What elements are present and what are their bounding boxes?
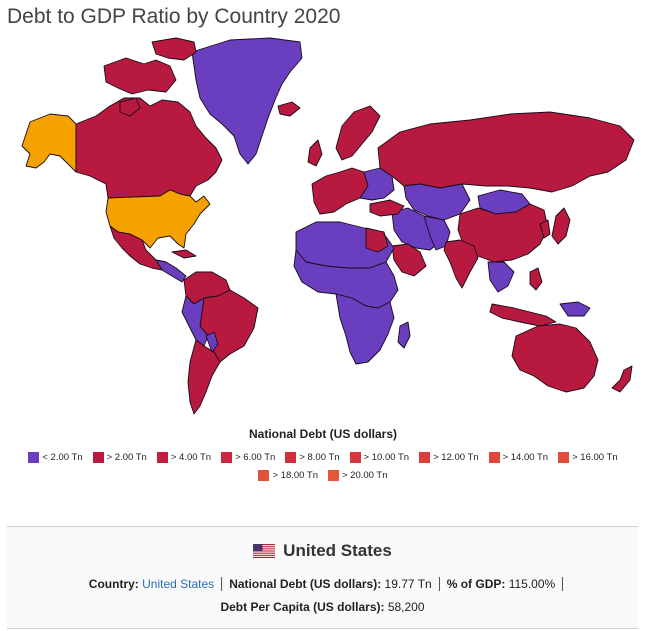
chart-title: Debt to GDP Ratio by Country 2020 xyxy=(7,5,341,28)
legend-label: > 2.00 Tn xyxy=(106,451,147,463)
legend-label: > 12.00 Tn xyxy=(433,451,479,463)
legend-item[interactable]: > 2.00 Tn xyxy=(92,451,147,463)
country-peru-bolivia[interactable] xyxy=(181,295,209,347)
legend-item[interactable]: > 8.00 Tn xyxy=(285,451,340,463)
legend-swatch xyxy=(156,451,168,463)
legend-swatch xyxy=(349,451,361,463)
legend-swatch xyxy=(488,451,500,463)
country-central-america[interactable] xyxy=(155,259,187,283)
country-iceland[interactable] xyxy=(277,101,301,117)
legend-item[interactable]: > 20.00 Tn xyxy=(328,469,388,481)
legend-item[interactable]: > 16.00 Tn xyxy=(558,451,618,463)
country-stats-row: Country: United States National Debt (US… xyxy=(7,577,638,591)
country-capita-row: Debt Per Capita (US dollars): 58,200 xyxy=(7,600,638,614)
legend-swatch xyxy=(221,451,233,463)
country-united-kingdom[interactable] xyxy=(307,139,323,167)
country-turkey[interactable] xyxy=(369,199,405,217)
country-papua-new-guinea[interactable] xyxy=(559,301,591,317)
legend-label: > 10.00 Tn xyxy=(363,451,410,463)
world-map-svg[interactable] xyxy=(0,36,646,420)
world-map[interactable] xyxy=(0,36,646,420)
legend-item[interactable]: > 6.00 Tn xyxy=(221,451,275,463)
country-cuba[interactable] xyxy=(171,249,197,259)
legend-label: > 16.00 Tn xyxy=(572,451,618,463)
legend-swatch xyxy=(28,451,40,463)
legend-title: National Debt (US dollars) xyxy=(248,427,397,441)
selected-country-name: United States xyxy=(283,541,392,560)
country-new-zealand[interactable] xyxy=(611,365,633,393)
legend: < 2.00 Tn > 2.00 Tn > 4.00 Tn > 6.00 Tn … xyxy=(10,451,636,481)
legend-swatch xyxy=(419,451,431,463)
country-saudi-arabia[interactable] xyxy=(391,243,427,277)
country-arctic-islands[interactable] xyxy=(103,57,177,95)
country-korea[interactable] xyxy=(539,219,551,239)
country-paraguay[interactable] xyxy=(205,331,219,353)
country-link[interactable]: United States xyxy=(142,577,215,591)
stat-national-debt: National Debt (US dollars): 19.77 Tn xyxy=(221,577,439,591)
country-alaska[interactable] xyxy=(21,113,77,173)
legend-item[interactable]: > 10.00 Tn xyxy=(349,451,410,463)
country-southeast-asia[interactable] xyxy=(487,261,515,293)
stat-country-label: Country: xyxy=(88,577,139,591)
legend-item[interactable]: < 2.00 Tn xyxy=(28,451,83,463)
legend-swatch xyxy=(92,451,104,463)
legend-item[interactable]: > 12.00 Tn xyxy=(419,451,479,463)
country-western-europe[interactable] xyxy=(311,167,369,215)
country-scandinavia[interactable] xyxy=(335,105,381,161)
stat-gdp-percent: % of GDP: 115.00% xyxy=(438,577,564,591)
country-russia[interactable] xyxy=(377,111,635,193)
stat-capita-label: Debt Per Capita (US dollars): xyxy=(220,600,385,614)
country-australia[interactable] xyxy=(511,323,599,393)
country-egypt[interactable] xyxy=(365,227,389,253)
legend-label: > 4.00 Tn xyxy=(170,451,212,463)
stat-debt-label: National Debt (US dollars): xyxy=(229,577,382,591)
legend-item[interactable]: > 18.00 Tn xyxy=(258,469,318,481)
stat-debt-value: 19.77 Tn xyxy=(384,577,432,591)
legend-item[interactable]: > 14.00 Tn xyxy=(488,451,549,463)
legend-swatch xyxy=(558,451,570,463)
stat-gdp-label: % of GDP: xyxy=(446,577,506,591)
country-southern-africa[interactable] xyxy=(335,293,395,365)
country-info-header: United States xyxy=(7,541,638,561)
country-madagascar[interactable] xyxy=(397,321,411,349)
legend-swatch xyxy=(328,469,339,481)
legend-label: > 8.00 Tn xyxy=(299,451,340,463)
legend-swatch xyxy=(258,469,270,481)
country-japan[interactable] xyxy=(551,207,571,245)
legend-label: > 14.00 Tn xyxy=(502,451,549,463)
legend-label: > 18.00 Tn xyxy=(272,469,318,481)
us-flag-icon xyxy=(253,544,276,558)
legend-label: > 6.00 Tn xyxy=(235,451,276,463)
country-india[interactable] xyxy=(443,239,479,289)
country-greenland[interactable] xyxy=(191,37,303,165)
stat-capita-value: 58,200 xyxy=(387,600,425,614)
legend-item[interactable]: > 4.00 Tn xyxy=(156,451,212,463)
country-arctic-islands-2[interactable] xyxy=(151,37,197,61)
legend-label: < 2.00 Tn xyxy=(42,451,83,463)
legend-label: > 20.00 Tn xyxy=(342,469,388,481)
stat-gdp-value: 115.00% xyxy=(508,577,556,591)
country-canada[interactable] xyxy=(75,97,223,199)
country-philippines[interactable] xyxy=(529,267,543,291)
country-indonesia[interactable] xyxy=(489,303,557,327)
stat-debt-per-capita: Debt Per Capita (US dollars): 58,200 xyxy=(213,600,431,614)
stat-country: Country: United States xyxy=(82,577,221,591)
legend-swatch xyxy=(285,451,297,463)
country-info-panel: United States Country: United States Nat… xyxy=(7,526,638,629)
country-arctic-islands-3[interactable] xyxy=(119,97,141,117)
